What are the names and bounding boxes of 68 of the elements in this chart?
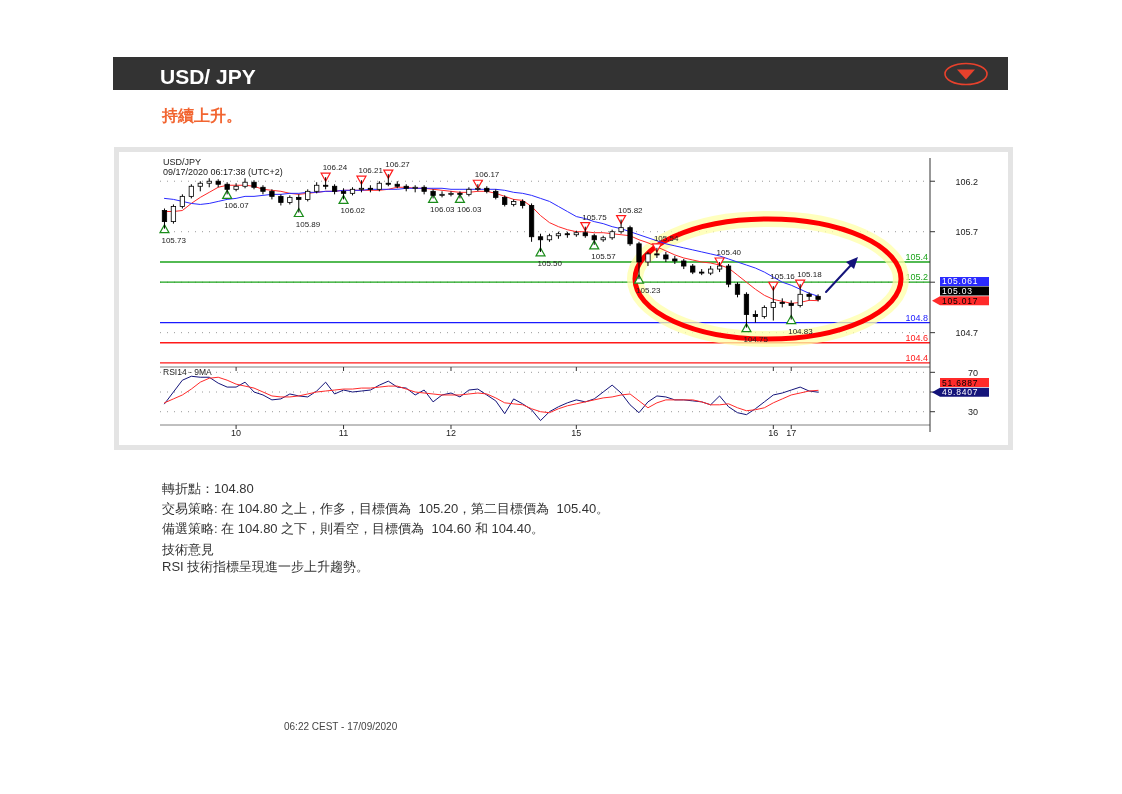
data-label: 105.75 [582,212,608,222]
data-label: 104.83 [788,326,814,336]
ref-line-label: 104.4 [905,352,928,363]
chart-title: RSI14 - 9MA [163,367,212,377]
data-label: 105.82 [618,205,644,215]
candlestick [797,283,803,308]
annotation: USD/JPY [163,156,202,167]
data-label: 105.89 [295,219,321,229]
data-label: 106.07 [224,201,250,211]
text: 技術意見 [161,542,214,557]
candlestick [725,263,732,288]
data-label: 106.27 [385,160,411,170]
text: 105.03 [942,286,973,297]
chart-subtitle: 持續上升。 [161,107,242,124]
line-series [163,376,819,414]
text: 交易策略: 在 104.80 之上，作多，目標價為 105.20，第二目標價為 105.40。 [162,501,610,516]
text: 06:22 CEST - 17/09/2020 [284,721,398,732]
x-tick-label: 11 [338,428,349,438]
candlestick [788,299,794,321]
candlestick [618,219,624,235]
point [714,257,725,267]
x-tick-label: 16 [768,428,779,438]
data-label: 105.18 [797,270,823,280]
data-label: 105.16 [770,272,796,282]
candlestick [448,190,454,197]
candlestick [636,241,642,280]
candlestick [242,177,248,189]
text: RSI 技術指標呈現進一步上升趨勢。 [162,559,370,574]
data-label: 106.02 [340,206,366,216]
x-tick-label: 12 [445,428,456,438]
x-tick-label: 10 [231,428,242,438]
ref-line-label: 105.4 [905,252,928,262]
x-tick-label: 17 [786,428,797,438]
data-label: 106.17 [474,170,500,180]
data-label: 105.73 [161,235,187,245]
candlestick [627,225,633,247]
text: 備選策略: 在 104.80 之下，則看空，目標價為 104.60 和 104.40。 [162,521,545,536]
candlestick [457,190,463,199]
y-tick-label: 106.2 [955,176,978,187]
candlestick [770,285,776,322]
x-tick-label: 15 [571,428,582,438]
candlestick [296,193,302,214]
text: 105.017 [942,295,979,306]
candlestick [439,190,445,198]
ref-line-label: 104.8 [905,312,928,323]
text: 49.8407 [942,387,979,398]
data-label: 106.03 [456,205,482,215]
candlestick [170,203,177,225]
chart-title: USD/ JPY [160,65,256,88]
y-tick-label: 105.7 [955,227,978,238]
text: 105.061 [942,276,979,287]
text: 轉折點：104.80 [162,481,254,496]
ref-line-label: 105.2 [905,272,928,283]
y-tick-label: 104.7 [955,327,978,338]
y-tick-label: 70 [967,367,978,378]
data-label: 105.57 [591,251,617,261]
candlestick [654,247,660,259]
y-tick-label: 30 [967,407,978,418]
line-series [163,375,819,422]
data-label: 106.21 [358,166,384,176]
data-label: 106.03 [430,205,456,215]
ref-line-label: 104.6 [905,332,928,343]
candlestick [233,182,239,192]
candlestick [806,291,812,301]
text: 51.6887 [942,377,979,388]
data-label: 105.40 [716,248,742,257]
annotation: 09/17/2020 06:17:38 (UTC+2) [163,167,283,177]
data-label: 106.24 [322,163,348,173]
